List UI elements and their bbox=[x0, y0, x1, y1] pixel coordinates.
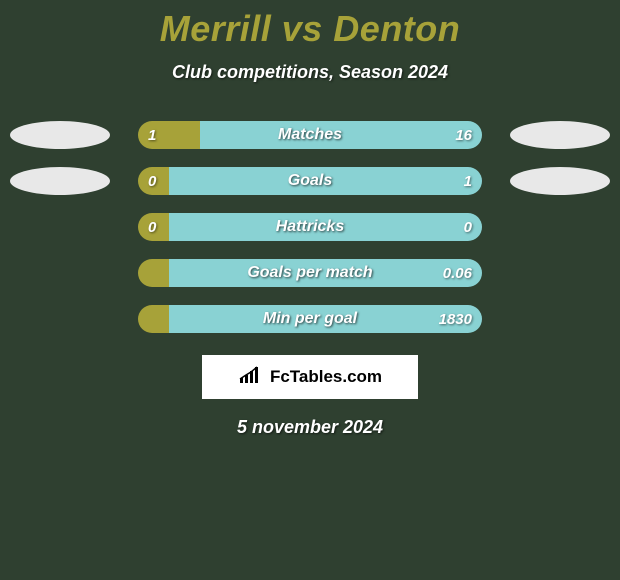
footer-date: 5 november 2024 bbox=[0, 417, 620, 438]
chart-icon bbox=[238, 365, 264, 390]
stat-bar-right-fill bbox=[169, 167, 482, 195]
stat-value-left: 1 bbox=[148, 121, 156, 149]
stat-value-right: 0 bbox=[464, 213, 472, 241]
stat-value-right: 1 bbox=[464, 167, 472, 195]
comparison-card: Merrill vs Denton Club competitions, Sea… bbox=[0, 0, 620, 580]
stat-bar: 01Goals bbox=[138, 167, 482, 195]
page-title: Merrill vs Denton bbox=[0, 8, 620, 50]
stat-value-right: 16 bbox=[455, 121, 472, 149]
stat-row: 1830Min per goal bbox=[0, 297, 620, 343]
stat-value-right: 1830 bbox=[439, 305, 472, 333]
stat-bar: 116Matches bbox=[138, 121, 482, 149]
player-right-ellipse bbox=[510, 121, 610, 149]
stat-row: 0.06Goals per match bbox=[0, 251, 620, 297]
bars-container: 116Matches01Goals00Hattricks0.06Goals pe… bbox=[0, 113, 620, 343]
stat-bar-right-fill bbox=[200, 121, 482, 149]
brand-badge: FcTables.com bbox=[202, 355, 418, 399]
stat-value-left: 0 bbox=[148, 167, 156, 195]
player-left-ellipse bbox=[10, 121, 110, 149]
stat-bar: 1830Min per goal bbox=[138, 305, 482, 333]
stat-bar-left-fill bbox=[138, 305, 169, 333]
stat-bar-right-fill bbox=[169, 259, 482, 287]
player-left-ellipse bbox=[10, 167, 110, 195]
stat-bar: 0.06Goals per match bbox=[138, 259, 482, 287]
stat-bar-left-fill bbox=[138, 259, 169, 287]
stat-bar: 00Hattricks bbox=[138, 213, 482, 241]
stat-row: 01Goals bbox=[0, 159, 620, 205]
player-right-ellipse bbox=[510, 167, 610, 195]
stat-value-right: 0.06 bbox=[443, 259, 472, 287]
stat-bar-right-fill bbox=[169, 213, 482, 241]
brand-text: FcTables.com bbox=[270, 367, 382, 387]
stat-row: 116Matches bbox=[0, 113, 620, 159]
stat-value-left: 0 bbox=[148, 213, 156, 241]
page-subtitle: Club competitions, Season 2024 bbox=[0, 62, 620, 83]
stat-bar-right-fill bbox=[169, 305, 482, 333]
stat-row: 00Hattricks bbox=[0, 205, 620, 251]
